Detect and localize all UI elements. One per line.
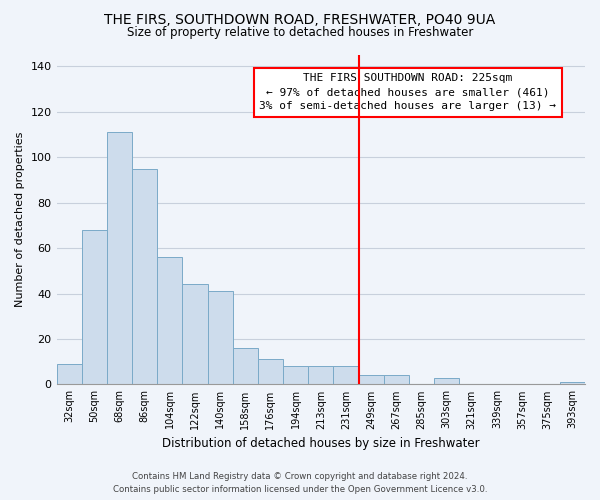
Bar <box>308 366 334 384</box>
Bar <box>182 284 208 384</box>
Text: THE FIRS, SOUTHDOWN ROAD, FRESHWATER, PO40 9UA: THE FIRS, SOUTHDOWN ROAD, FRESHWATER, PO… <box>104 12 496 26</box>
Bar <box>334 366 359 384</box>
Text: Contains HM Land Registry data © Crown copyright and database right 2024.
Contai: Contains HM Land Registry data © Crown c… <box>113 472 487 494</box>
Bar <box>208 292 233 384</box>
Bar <box>283 366 308 384</box>
Bar <box>107 132 132 384</box>
Bar <box>233 348 258 385</box>
Bar <box>560 382 585 384</box>
Bar <box>132 168 157 384</box>
Bar <box>82 230 107 384</box>
X-axis label: Distribution of detached houses by size in Freshwater: Distribution of detached houses by size … <box>162 437 479 450</box>
Y-axis label: Number of detached properties: Number of detached properties <box>15 132 25 308</box>
Text: Size of property relative to detached houses in Freshwater: Size of property relative to detached ho… <box>127 26 473 39</box>
Text: THE FIRS SOUTHDOWN ROAD: 225sqm
← 97% of detached houses are smaller (461)
3% of: THE FIRS SOUTHDOWN ROAD: 225sqm ← 97% of… <box>259 73 556 111</box>
Bar <box>56 364 82 384</box>
Bar <box>359 376 383 384</box>
Bar <box>383 376 409 384</box>
Bar <box>157 257 182 384</box>
Bar <box>434 378 459 384</box>
Bar <box>258 360 283 384</box>
